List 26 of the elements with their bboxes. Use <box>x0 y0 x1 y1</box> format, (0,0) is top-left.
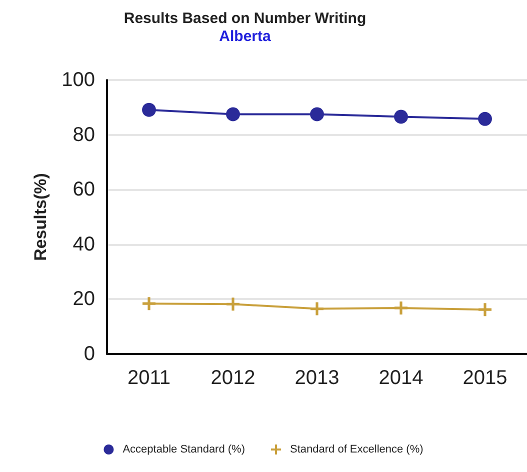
point <box>142 102 156 117</box>
y-tick-label: 100 <box>62 69 95 91</box>
x-tick-label: 2013 <box>294 367 340 389</box>
legend-label: Standard of Excellence (%) <box>290 444 424 456</box>
x-tick-label: 2015 <box>462 367 508 389</box>
point <box>142 297 156 310</box>
point <box>226 107 240 122</box>
x-tick-label: 2014 <box>378 367 424 389</box>
chart-subtitle: Alberta <box>219 28 272 45</box>
point <box>394 301 408 314</box>
point <box>478 303 492 316</box>
y-tick-label: 40 <box>72 233 95 256</box>
chart-title: Results Based on Number Writing <box>124 10 366 27</box>
point <box>310 107 324 122</box>
point <box>310 302 324 316</box>
y-tick-label: 80 <box>72 124 95 146</box>
point <box>226 298 240 311</box>
y-axis-title: Results(%) <box>31 173 50 261</box>
y-tick-label: 20 <box>72 288 95 310</box>
point <box>394 110 408 124</box>
y-tick-label: 60 <box>72 178 95 201</box>
y-tick-label: 0 <box>84 343 95 365</box>
x-tick-label: 2011 <box>127 367 171 389</box>
point <box>478 112 492 126</box>
x-tick-label: 2012 <box>210 367 256 389</box>
legend-label: Acceptable Standard (%) <box>122 444 246 456</box>
